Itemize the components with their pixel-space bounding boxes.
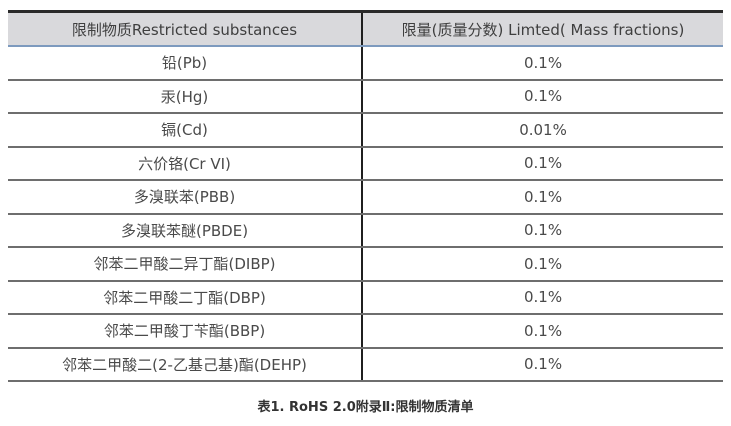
substance-cell: 多溴联苯醚(PBDE) (8, 213, 363, 248)
table-row: 多溴联苯(PBB) 0.1% (8, 180, 723, 215)
table-row: 六价铬(Cr VI) 0.1% (8, 146, 723, 181)
table-row: 邻苯二甲酸二异丁酯(DIBP) 0.1% (8, 247, 723, 282)
limit-cell: 0.01% (361, 113, 723, 148)
limit-cell: 0.1% (361, 146, 723, 181)
substance-cell: 镉(Cd) (8, 113, 363, 148)
limit-cell: 0.1% (361, 79, 723, 114)
table-header: 限制物质Restricted substances 限量(质量分数) Limte… (8, 10, 723, 47)
limit-cell: 0.1% (361, 247, 723, 282)
table-row: 邻苯二甲酸二(2-乙基己基)酯(DEHP) 0.1% (8, 347, 723, 382)
substance-cell: 六价铬(Cr VI) (8, 146, 363, 181)
limit-cell: 0.1% (361, 347, 723, 382)
column-header-substance: 限制物质Restricted substances (8, 10, 363, 47)
limit-cell: 0.1% (361, 314, 723, 349)
limit-cell: 0.1% (361, 280, 723, 315)
header-row: 限制物质Restricted substances 限量(质量分数) Limte… (8, 10, 723, 47)
substance-cell: 邻苯二甲酸丁苄酯(BBP) (8, 314, 363, 349)
limit-cell: 0.1% (361, 180, 723, 215)
table-row: 邻苯二甲酸二丁酯(DBP) 0.1% (8, 280, 723, 315)
table-caption: 表1. RoHS 2.0附录Ⅱ:限制物质清单 (257, 400, 474, 415)
substance-cell: 邻苯二甲酸二丁酯(DBP) (8, 280, 363, 315)
table-row: 镉(Cd) 0.01% (8, 113, 723, 148)
table-row: 多溴联苯醚(PBDE) 0.1% (8, 213, 723, 248)
rohs-substances-table: 限制物质Restricted substances 限量(质量分数) Limte… (8, 10, 723, 382)
limit-cell: 0.1% (361, 213, 723, 248)
substance-cell: 邻苯二甲酸二(2-乙基己基)酯(DEHP) (8, 347, 363, 382)
table-body: 铅(Pb) 0.1% 汞(Hg) 0.1% 镉(Cd) 0.01% 六价铬(Cr VI) 0.… (8, 46, 723, 382)
column-header-limit: 限量(质量分数) Limted( Mass fractions) (361, 10, 723, 47)
substance-cell: 多溴联苯(PBB) (8, 180, 363, 215)
table-row: 邻苯二甲酸丁苄酯(BBP) 0.1% (8, 314, 723, 349)
substance-cell: 汞(Hg) (8, 79, 363, 114)
substance-cell: 邻苯二甲酸二异丁酯(DIBP) (8, 247, 363, 282)
limit-cell: 0.1% (361, 46, 723, 81)
table-row: 铅(Pb) 0.1% (8, 46, 723, 81)
substance-cell: 铅(Pb) (8, 46, 363, 81)
table-row: 汞(Hg) 0.1% (8, 79, 723, 114)
